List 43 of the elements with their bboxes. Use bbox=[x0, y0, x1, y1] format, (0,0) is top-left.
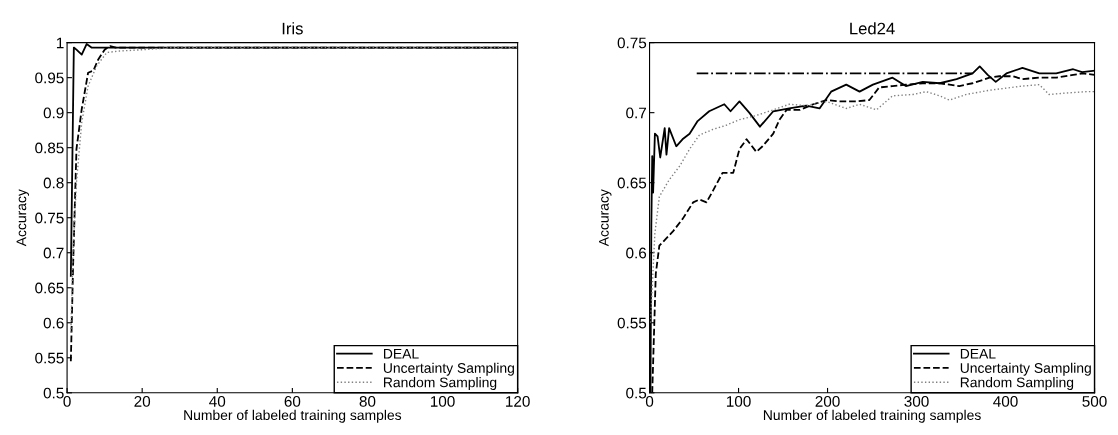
legend-label: Uncertainty Sampling bbox=[383, 362, 514, 376]
y-tick-label: 0.95 bbox=[35, 72, 64, 84]
chart-title: Led24 bbox=[850, 22, 895, 35]
y-tick-label: 0.8 bbox=[43, 177, 64, 189]
x-tick-label: 40 bbox=[209, 395, 226, 407]
x-tick-label: 0 bbox=[63, 395, 71, 407]
x-tick-label: 100 bbox=[726, 395, 751, 407]
y-tick-label: 0.65 bbox=[35, 282, 64, 294]
y-tick-label: 0.5 bbox=[626, 387, 647, 399]
y-tick-label: 1 bbox=[56, 37, 64, 49]
x-tick-label: 100 bbox=[430, 395, 455, 407]
y-axis-title: Accuracy bbox=[599, 189, 612, 247]
x-axis-title: Number of labeled training samples bbox=[763, 409, 981, 423]
y-tick-label: 0.65 bbox=[617, 177, 647, 189]
x-tick-label: 60 bbox=[284, 395, 301, 407]
x-tick-label: 500 bbox=[1082, 395, 1107, 407]
x-tick-label: 300 bbox=[904, 395, 929, 407]
legend-label: Uncertainty Sampling bbox=[960, 362, 1091, 376]
legend-label: Random Sampling bbox=[384, 377, 497, 391]
y-tick-label: 0.7 bbox=[626, 107, 647, 119]
line-series bbox=[649, 83, 1095, 324]
x-tick-label: 20 bbox=[134, 395, 151, 407]
x-axis-title: Number of labeled training samples bbox=[184, 409, 402, 423]
legend-label: Random Sampling bbox=[960, 377, 1074, 391]
y-tick-label: 0.85 bbox=[35, 142, 64, 154]
x-tick-label: 200 bbox=[815, 395, 840, 407]
y-axis-title: Accuracy bbox=[16, 189, 30, 247]
y-tick-label: 0.6 bbox=[43, 317, 64, 329]
chart-title: Iris bbox=[282, 22, 303, 35]
y-tick-label: 0.7 bbox=[43, 247, 64, 259]
legend-label: DEAL bbox=[960, 348, 996, 359]
y-tick-label: 0.75 bbox=[35, 212, 64, 224]
x-tick-label: 400 bbox=[993, 395, 1018, 407]
y-tick-label: 0.75 bbox=[617, 37, 647, 49]
y-tick-label: 0.55 bbox=[35, 352, 64, 364]
x-tick-label: 0 bbox=[645, 395, 654, 407]
x-tick-label: 80 bbox=[359, 395, 376, 407]
legend-label: DEAL bbox=[384, 348, 419, 359]
x-tick-label: 120 bbox=[506, 395, 530, 407]
y-tick-label: 0.6 bbox=[626, 247, 647, 259]
y-tick-label: 0.55 bbox=[617, 317, 647, 329]
y-tick-label: 0.5 bbox=[43, 387, 64, 399]
y-tick-label: 0.9 bbox=[43, 107, 64, 119]
